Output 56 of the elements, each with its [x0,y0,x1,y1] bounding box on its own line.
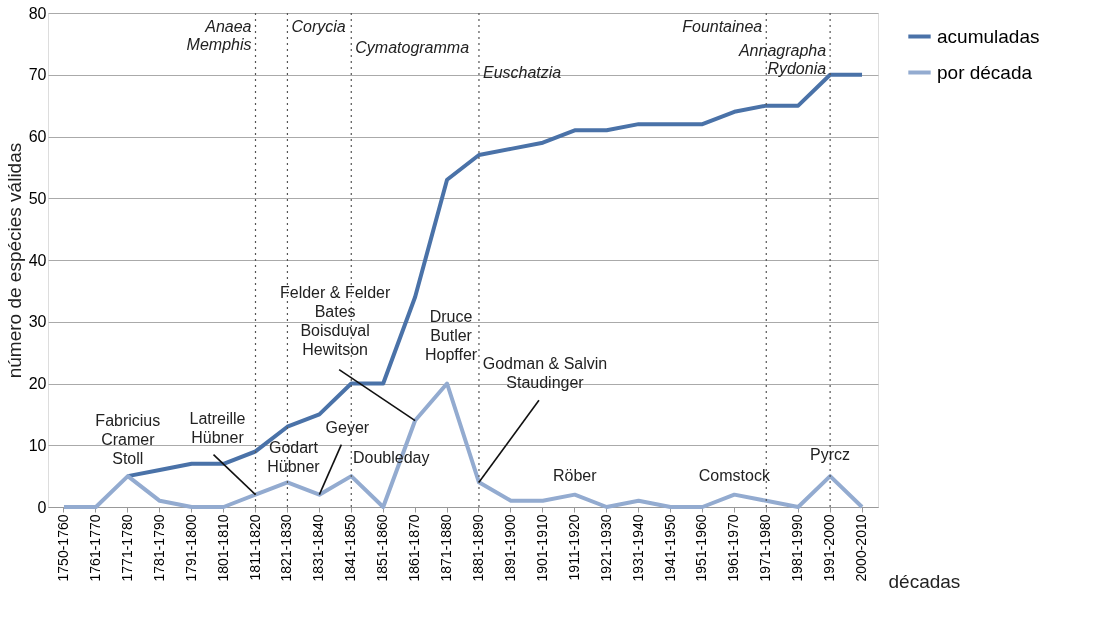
y-tick-label: 20 [28,375,47,392]
annotation: Godman & Salvin Staudinger [482,355,608,392]
x-tick-label: 1841-1850 [342,514,359,582]
x-tick-label: 2000-2010 [853,514,870,582]
x-tick-label: 1951-1960 [693,514,710,582]
y-tick-label: 70 [28,66,47,84]
x-tick-label: 1831-1840 [310,514,327,582]
x-tick-label: 1791-1800 [182,514,199,582]
x-tick-label: 1891-1900 [501,514,518,582]
x-tick-label: 1961-1970 [725,514,742,582]
x-tick-label: 1921-1930 [597,514,614,582]
ref-line-label: Annagrapha Rydonia [737,42,827,77]
annotation: Röber [552,466,598,484]
x-tick-label: 1941-1950 [661,514,678,582]
x-tick-label: 1911-1920 [565,514,582,581]
x-tick-label: 1761-1770 [86,514,103,582]
x-tick-label: 1771-1780 [118,514,135,582]
annotation: Geyer [325,418,370,436]
annotation: Felder & Felder Bates Boisduval Hewitson [279,283,391,358]
annotation: Comstock [698,466,771,484]
annotation: Pyrcz [810,446,851,464]
annotation: Latreille Hübner [189,409,246,446]
x-tick-label: 1931-1940 [629,514,646,582]
legend-label: acumuladas [937,25,1040,47]
ref-line-label: Fountainea [682,18,763,35]
legend-label: por década [937,61,1033,83]
x-tick-label: 1861-1870 [406,514,423,582]
x-tick-label: 1901-1910 [533,514,550,582]
y-tick-label: 30 [28,313,47,331]
y-tick-label: 80 [28,4,47,22]
x-tick-label: 1750-1760 [54,514,71,582]
x-tick-label: 1811-1820 [246,514,263,581]
y-tick-label: 10 [28,436,47,454]
x-tick-label: 1881-1890 [469,514,486,582]
x-tick-label: 1851-1860 [374,514,391,582]
x-tick-label: 1871-1880 [438,514,455,582]
y-tick-label: 40 [28,251,47,269]
x-tick-label: 1781-1790 [150,514,167,582]
ref-line-label: Anaea Memphis [186,18,252,53]
ref-line-label: Cymatogramma [355,39,470,56]
annotation: Godart Hübner [267,439,321,476]
y-tick-label: 60 [28,128,47,145]
annotation: Doubleday [353,449,430,467]
x-tick-label: 1991-2000 [821,514,838,582]
ref-line-label: Euschatzia [482,64,562,81]
y-tick-label: 50 [28,189,47,207]
y-axis-title: número de espécies válidas [3,142,25,379]
x-tick-label: 1801-1810 [214,514,231,582]
x-tick-label: 1971-1980 [757,514,774,582]
y-tick-label: 0 [37,498,47,516]
annotation: Fabricius Cramer Stoll [95,412,161,468]
x-tick-label: 1821-1830 [278,514,295,582]
x-tick-label: 1981-1990 [789,514,806,582]
x-axis-title: décadas [888,570,961,592]
ref-line-label: Corycia [291,18,346,35]
annotation: Druce Butler Hopffer [424,307,478,363]
